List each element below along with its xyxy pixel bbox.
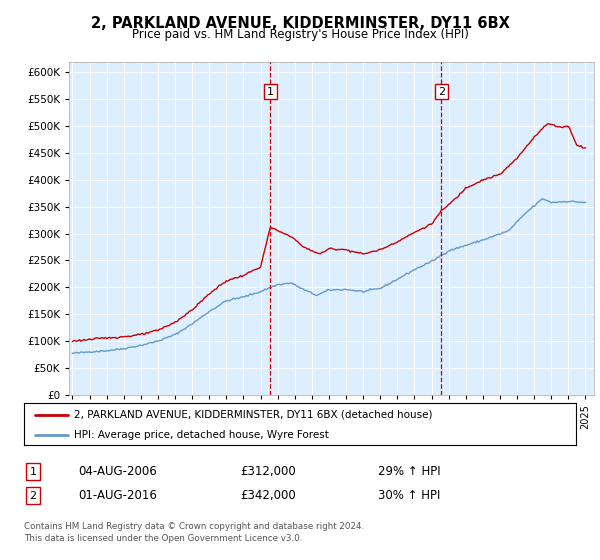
Text: Contains HM Land Registry data © Crown copyright and database right 2024.
This d: Contains HM Land Registry data © Crown c… [24, 522, 364, 543]
Text: HPI: Average price, detached house, Wyre Forest: HPI: Average price, detached house, Wyre… [74, 430, 329, 440]
Text: 30% ↑ HPI: 30% ↑ HPI [378, 489, 440, 502]
Text: £312,000: £312,000 [240, 465, 296, 478]
Text: 29% ↑ HPI: 29% ↑ HPI [378, 465, 440, 478]
Text: 2: 2 [29, 491, 37, 501]
Text: 2: 2 [438, 87, 445, 96]
Text: £342,000: £342,000 [240, 489, 296, 502]
Text: 1: 1 [267, 87, 274, 96]
Text: 01-AUG-2016: 01-AUG-2016 [78, 489, 157, 502]
Text: 2, PARKLAND AVENUE, KIDDERMINSTER, DY11 6BX: 2, PARKLAND AVENUE, KIDDERMINSTER, DY11 … [91, 16, 509, 31]
Text: Price paid vs. HM Land Registry's House Price Index (HPI): Price paid vs. HM Land Registry's House … [131, 28, 469, 41]
Text: 04-AUG-2006: 04-AUG-2006 [78, 465, 157, 478]
Text: 1: 1 [29, 466, 37, 477]
Text: 2, PARKLAND AVENUE, KIDDERMINSTER, DY11 6BX (detached house): 2, PARKLAND AVENUE, KIDDERMINSTER, DY11 … [74, 410, 432, 420]
